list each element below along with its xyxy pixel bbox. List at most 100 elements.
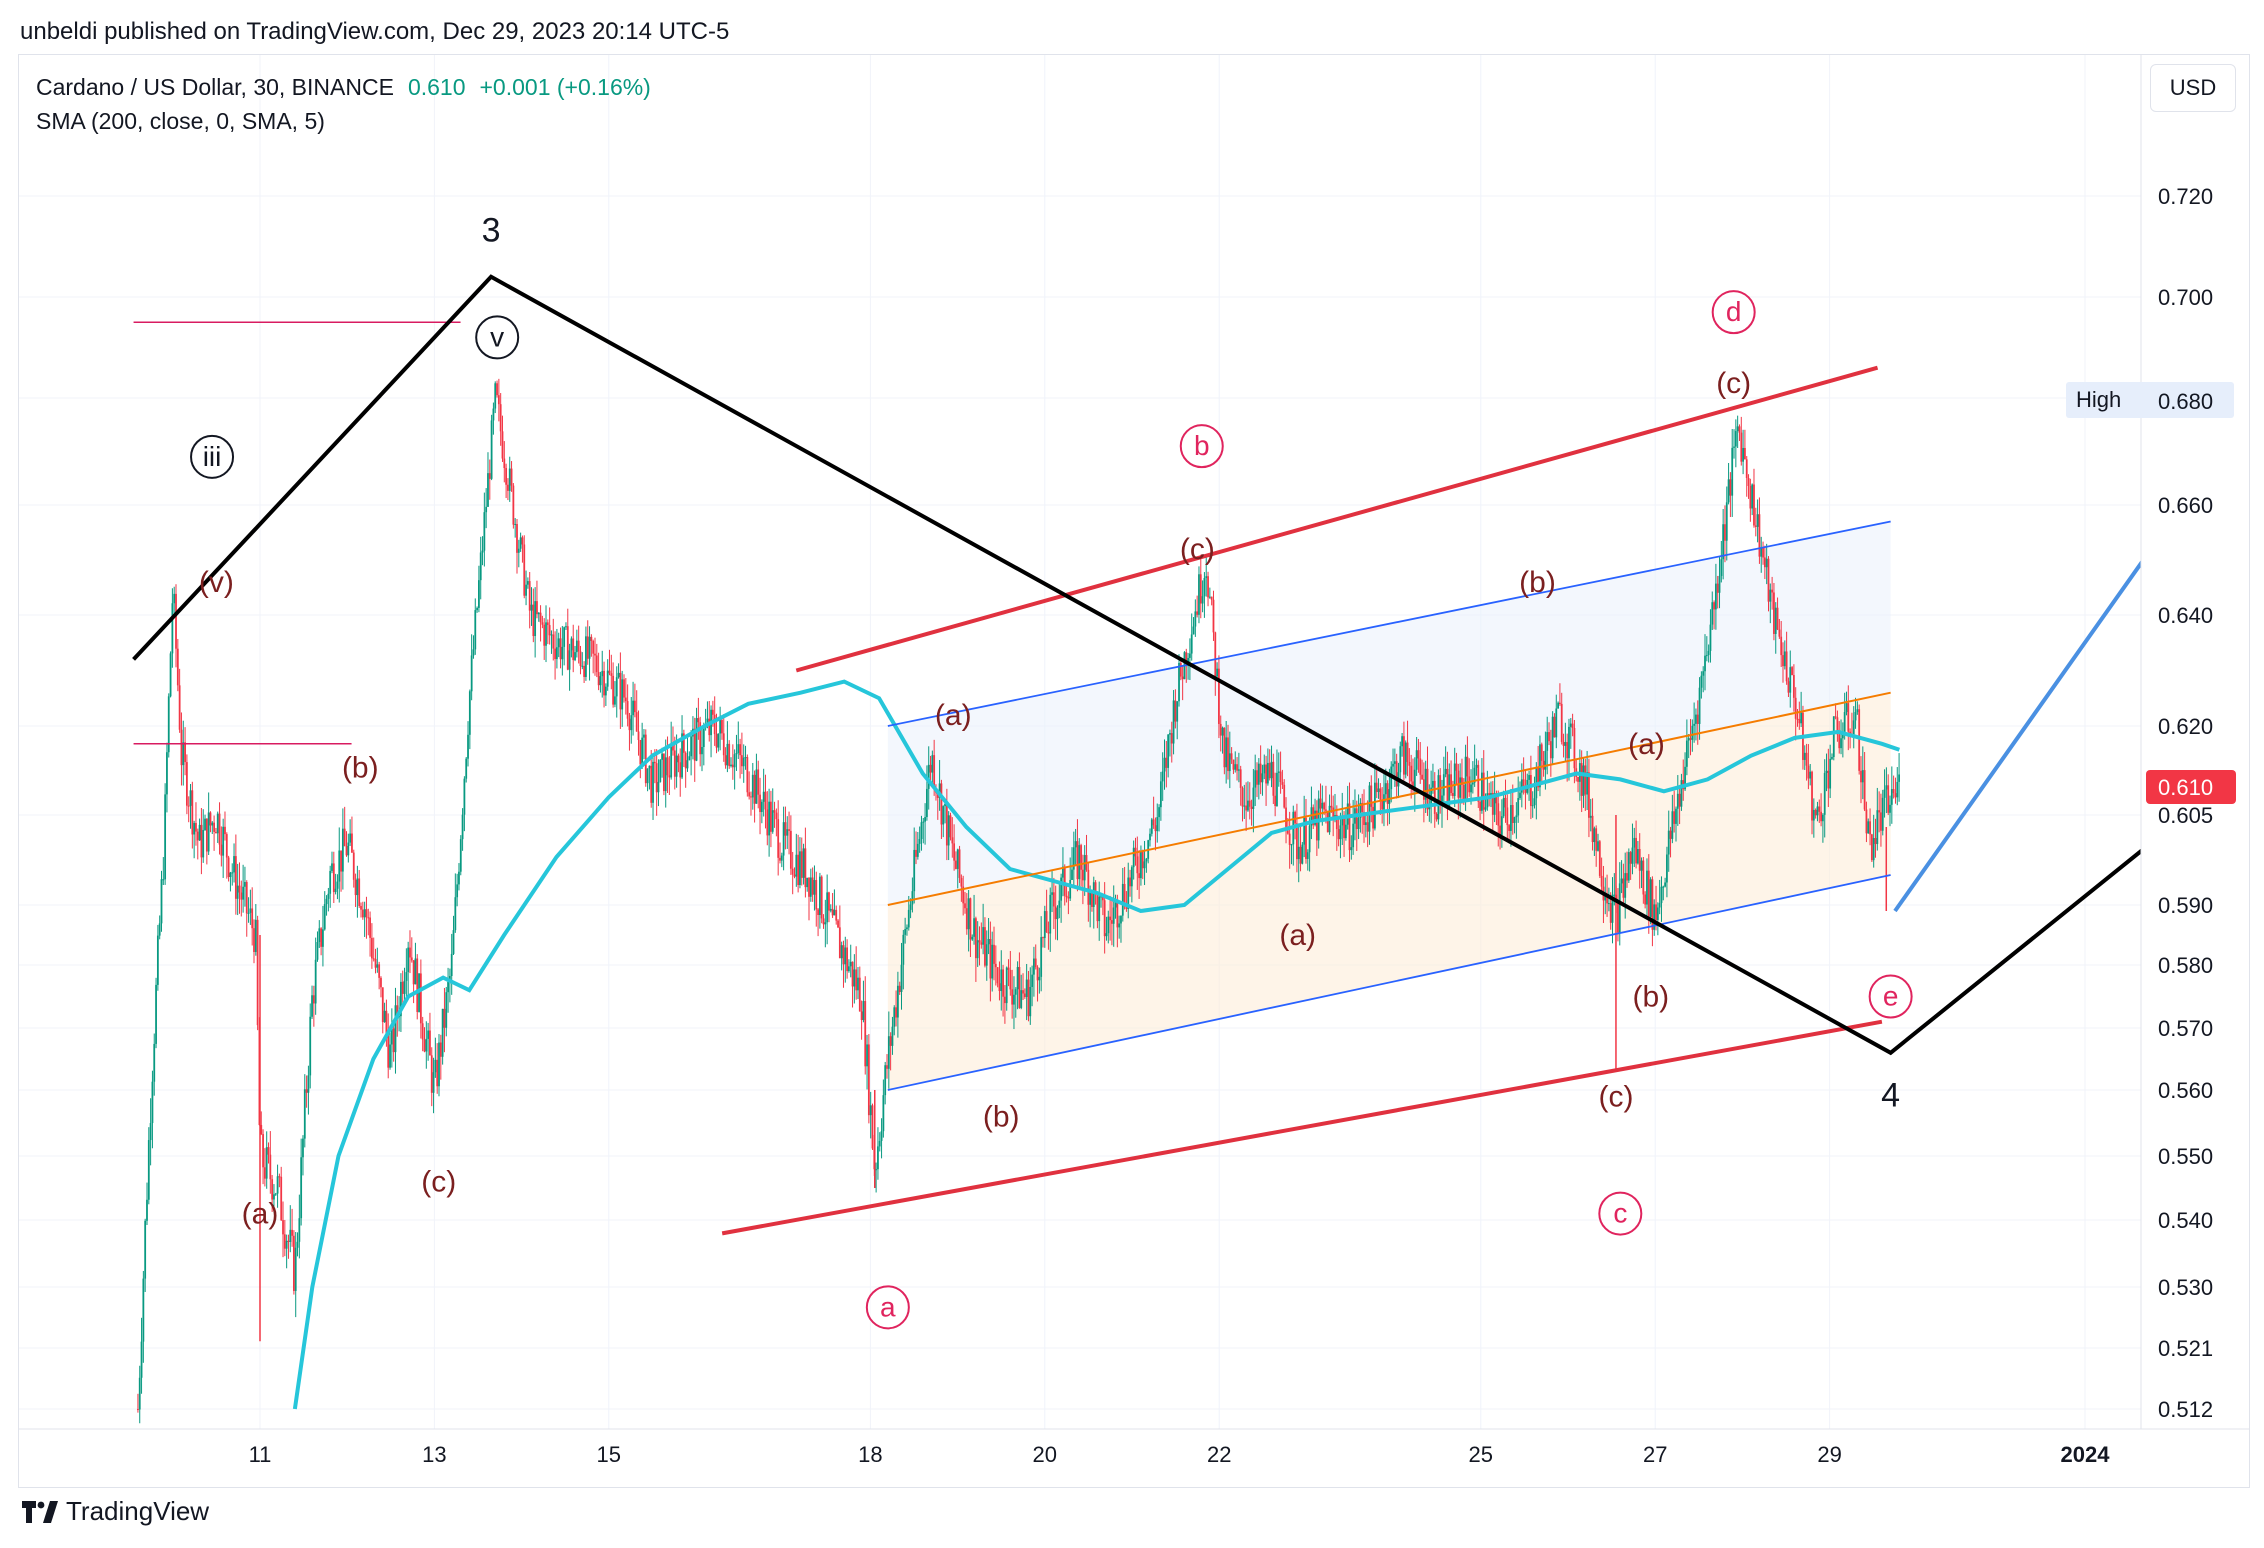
candle-body: [296, 1241, 299, 1248]
candle-body: [795, 854, 798, 877]
candle-body: [1011, 989, 1014, 1005]
candle-body: [693, 728, 696, 761]
candle-body: [1426, 768, 1429, 810]
candle-body: [1495, 793, 1498, 804]
candle-body: [833, 909, 836, 916]
fib-orange-line[interactable]: [887, 691, 1891, 906]
candle-body: [334, 888, 337, 893]
candle-body: [1792, 675, 1795, 698]
candle-body: [496, 383, 498, 396]
y-tick-label: 0.590: [2158, 893, 2213, 918]
price-axis[interactable]: 0.720 0.700 0.680 0.660 0.640 0.620 0.605 0.590…: [2158, 184, 2213, 1422]
candle-body: [1580, 763, 1583, 796]
candle-body: [773, 810, 776, 813]
candle-body: [1841, 732, 1844, 739]
candle-body: [1649, 879, 1652, 917]
candle-body: [490, 420, 493, 479]
candle-body: [1442, 774, 1445, 796]
elliott-trend-line[interactable]: [132, 274, 2179, 1056]
candle-body: [1172, 700, 1175, 744]
candle-body: [742, 757, 745, 767]
currency-button[interactable]: USD: [2150, 64, 2236, 112]
candle-body: [1040, 937, 1043, 977]
candle-body: [207, 812, 210, 852]
candle-body: [1031, 974, 1034, 987]
candle-body: [766, 809, 769, 836]
candle-body: [574, 652, 576, 661]
candle-body: [746, 757, 749, 793]
candle-body: [1319, 798, 1322, 809]
candle-body: [1577, 776, 1579, 782]
candle-body: [1555, 708, 1558, 738]
candle-body: [1809, 771, 1812, 779]
symbol-legend[interactable]: Cardano / US Dollar, 30, BINANCE 0.610 +0.…: [36, 74, 651, 101]
drawings[interactable]: [132, 274, 2179, 1236]
candle-body: [1081, 869, 1084, 881]
tradingview-logo[interactable]: TradingView: [22, 1496, 209, 1527]
candle-body: [955, 860, 957, 869]
wave-label: 3: [482, 211, 501, 249]
candle-body: [483, 512, 486, 551]
candle-body: [985, 944, 988, 966]
candle-body: [441, 1008, 444, 1057]
candle-body: [1870, 834, 1873, 861]
candle-body: [815, 880, 818, 910]
candle-body: [684, 752, 687, 769]
wave-label-circle: [1598, 1191, 1643, 1236]
candle-body: [806, 877, 809, 888]
candle-body: [178, 685, 181, 730]
candle-body: [918, 838, 921, 844]
candle-body: [1662, 886, 1665, 888]
candle-body: [1622, 878, 1625, 898]
y-tick-label: 0.640: [2158, 603, 2213, 628]
wave-label: (a): [935, 699, 972, 732]
candle-body: [519, 537, 522, 549]
candle-body: [633, 700, 636, 713]
candle-body: [655, 763, 658, 793]
candle-body: [1562, 741, 1565, 746]
candle-body: [1355, 808, 1358, 830]
candle-body: [1738, 426, 1741, 433]
candle-body: [857, 977, 859, 991]
candle-body: [1123, 883, 1126, 905]
projection-line[interactable]: [1893, 511, 2178, 913]
candle-body: [1116, 899, 1119, 928]
candle-body: [1230, 753, 1233, 760]
candle-body: [799, 851, 801, 886]
candle-body: [1266, 762, 1269, 784]
candle-body: [1415, 750, 1418, 770]
candle-body: [1785, 651, 1788, 682]
candle-body: [1120, 915, 1122, 924]
candle-body: [256, 919, 259, 1026]
indicator-legend[interactable]: SMA (200, close, 0, SMA, 5): [36, 108, 325, 135]
candle-body: [1660, 886, 1663, 904]
candle-body: [1482, 772, 1485, 810]
channel-blue-lower[interactable]: [887, 874, 1891, 1091]
candle-body: [652, 761, 654, 803]
candle-body: [726, 743, 729, 766]
candle-body: [898, 985, 901, 992]
candle-body: [1372, 806, 1374, 829]
time-axis[interactable]: 11 13 15 18 20 22 25 27 29 2024: [249, 1442, 2111, 1467]
candle-body: [1223, 727, 1226, 768]
candle-body: [376, 964, 379, 968]
candle-body: [1381, 800, 1384, 810]
candle-body: [1395, 761, 1398, 787]
channel-red-upper[interactable]: [795, 365, 1879, 673]
candle-body: [679, 762, 682, 778]
candle-body: [1027, 979, 1030, 1017]
candle-body: [1101, 896, 1104, 901]
candle-body: [1201, 596, 1204, 604]
channel-red-lower[interactable]: [721, 1019, 1883, 1236]
candle-body: [1388, 789, 1391, 804]
candle-body: [1363, 811, 1365, 826]
wave-label: (a): [242, 1198, 279, 1231]
candle-body: [242, 886, 245, 900]
channel-blue-upper[interactable]: [887, 520, 1891, 727]
candle-body: [1780, 636, 1783, 656]
candle-body: [1257, 763, 1260, 785]
candle-body: [659, 759, 662, 782]
candle-body: [302, 1138, 304, 1158]
candle-body: [996, 967, 999, 984]
